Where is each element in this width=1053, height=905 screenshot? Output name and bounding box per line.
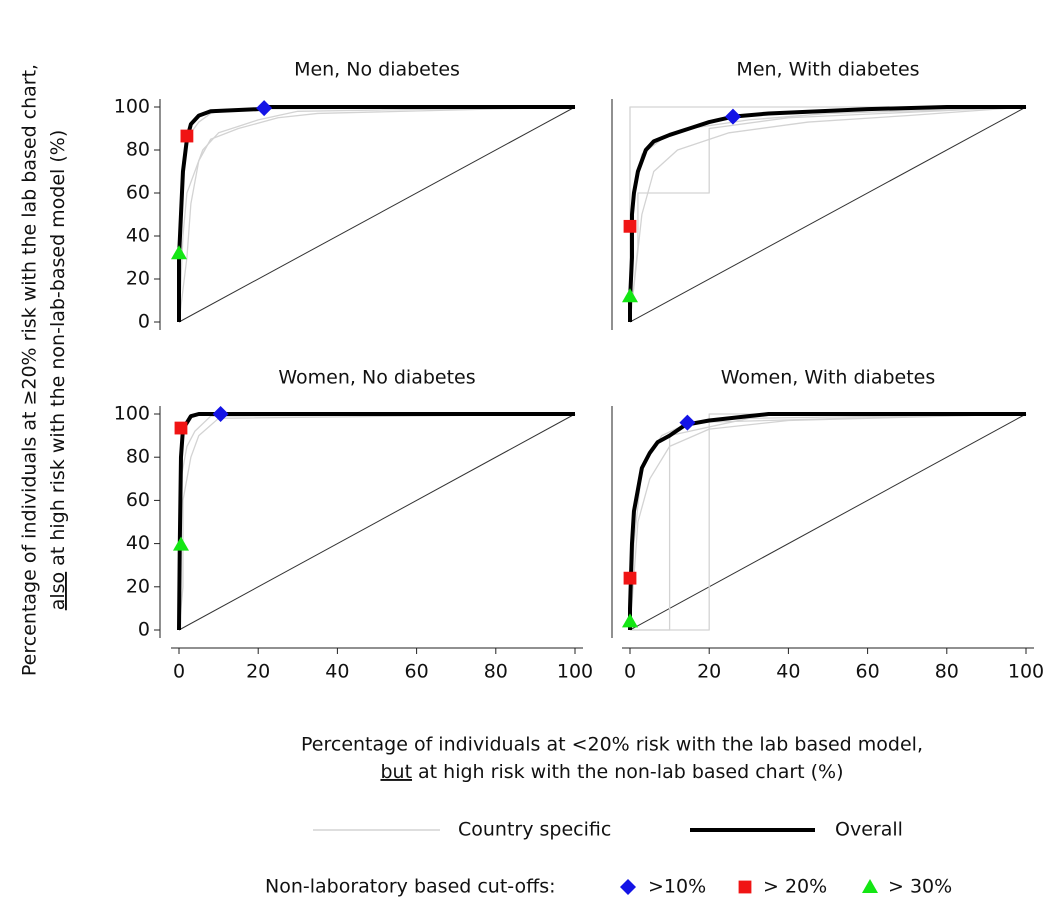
- reference-diagonal: [178, 413, 576, 631]
- triangle-marker: [862, 879, 878, 893]
- diamond-marker: [724, 108, 741, 125]
- country-line: [178, 106, 576, 323]
- triangle-marker: [622, 613, 638, 628]
- x-tick-label: 40: [776, 661, 800, 683]
- y-tick-label: 100: [114, 96, 150, 118]
- legend-label: > 20%: [763, 876, 827, 898]
- triangle-marker: [171, 245, 187, 260]
- country-line: [178, 106, 576, 323]
- panel-title: Women, No diabetes: [278, 367, 475, 389]
- reference-diagonal: [629, 106, 1027, 323]
- x-tick-label: 0: [624, 661, 636, 683]
- x-tick-label: 0: [173, 661, 185, 683]
- x-axis-label: Percentage of individuals at <20% risk w…: [301, 734, 923, 756]
- triangle-marker: [622, 288, 638, 303]
- y-tick-label: 80: [126, 446, 150, 468]
- x-axis-label-rest: at high risk with the non-lab based char…: [418, 761, 844, 783]
- y-axis-label-underlined: also: [47, 572, 69, 610]
- x-tick-label: 80: [484, 661, 508, 683]
- panel-title: Women, With diabetes: [721, 367, 936, 389]
- overall-line: [628, 105, 1026, 322]
- y-axis-label-rest: at high risk with the non-lab-based mode…: [47, 130, 69, 566]
- y-tick-label: 20: [126, 575, 150, 597]
- x-axis-label-underlined: but: [380, 761, 412, 783]
- diamond-marker: [620, 879, 636, 895]
- square-marker: [623, 571, 637, 585]
- x-tick-label: 20: [246, 661, 270, 683]
- reference-diagonal: [629, 413, 1027, 631]
- x-tick-label: 60: [856, 661, 880, 683]
- y-tick-label: 0: [138, 619, 150, 641]
- y-axis-label: also at high risk with the non-lab-based …: [47, 130, 69, 611]
- square-marker: [174, 421, 188, 435]
- x-tick-label: 60: [405, 661, 429, 683]
- x-tick-label: 20: [697, 661, 721, 683]
- panel-title: Men, No diabetes: [294, 59, 460, 81]
- y-tick-label: 60: [126, 489, 150, 511]
- x-tick-label: 80: [935, 661, 959, 683]
- y-tick-label: 80: [126, 139, 150, 161]
- x-axis-label: but at high risk with the non-lab based c…: [380, 761, 843, 783]
- square-marker: [180, 129, 194, 143]
- square-marker: [623, 219, 637, 233]
- diamond-marker: [256, 100, 273, 117]
- y-tick-label: 60: [126, 182, 150, 204]
- diamond-marker: [679, 414, 696, 431]
- legend-title: Non-laboratory based cut-offs:: [265, 876, 556, 898]
- diamond-marker: [212, 406, 229, 422]
- y-tick-label: 40: [126, 225, 150, 247]
- y-axis-label: Percentage of individuals at ≥20% risk w…: [19, 64, 41, 676]
- overall-line: [628, 412, 1026, 630]
- x-tick-label: 100: [1008, 661, 1044, 683]
- x-tick-label: 100: [557, 661, 593, 683]
- x-tick-label: 40: [325, 661, 349, 683]
- reference-diagonal: [178, 106, 576, 323]
- y-tick-label: 20: [126, 268, 150, 290]
- y-tick-label: 0: [138, 311, 150, 333]
- legend-label: Overall: [835, 819, 903, 841]
- legend-label: > 30%: [888, 876, 952, 898]
- legend-label: >10%: [648, 876, 706, 898]
- y-tick-label: 100: [114, 403, 150, 425]
- country-line: [629, 106, 1027, 323]
- legend-label: Country specific: [458, 819, 611, 841]
- y-tick-label: 40: [126, 532, 150, 554]
- country-line: [629, 106, 1026, 322]
- panel-title: Men, With diabetes: [736, 59, 919, 81]
- triangle-marker: [172, 536, 189, 551]
- square-marker: [738, 880, 752, 894]
